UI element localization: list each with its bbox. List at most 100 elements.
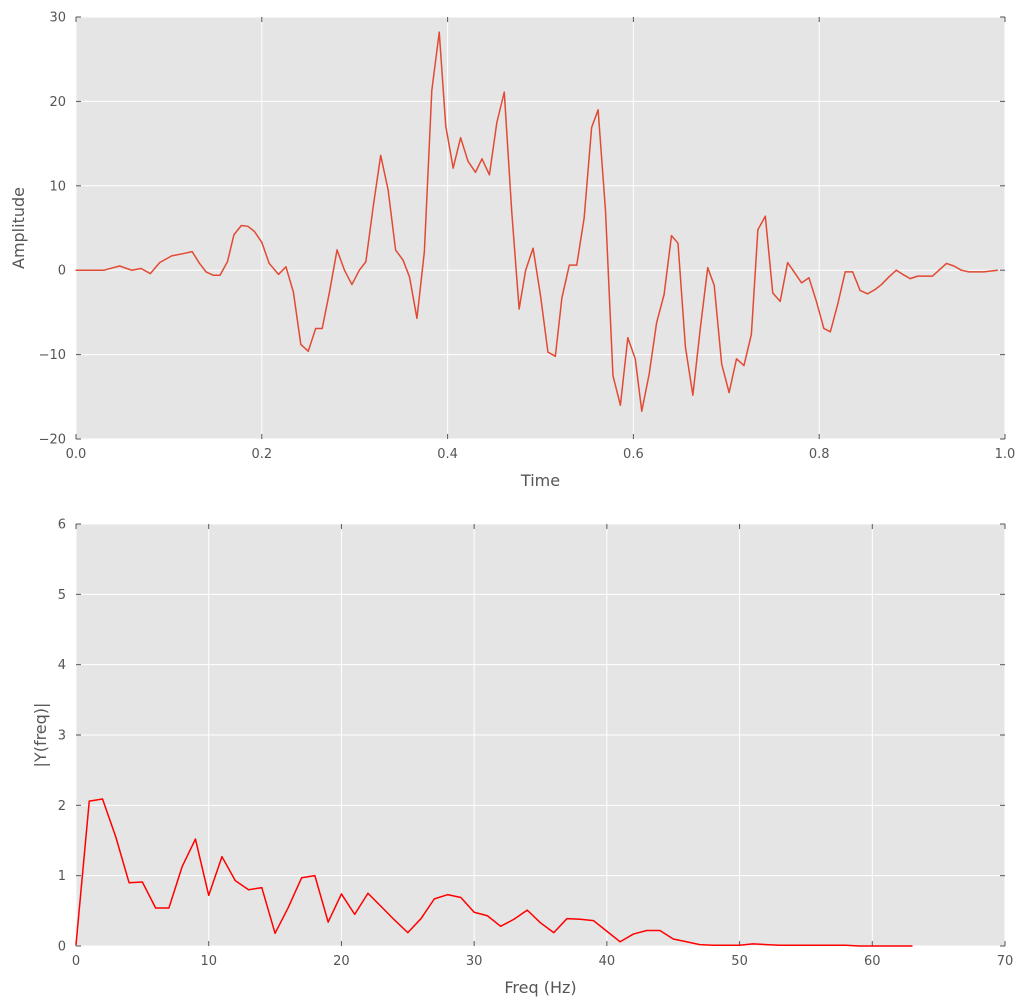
data-point	[772, 292, 774, 294]
data-point	[240, 224, 242, 227]
data-point	[553, 932, 555, 934]
data-point	[721, 363, 723, 365]
data-point	[805, 944, 807, 946]
data-point	[486, 915, 489, 917]
data-point	[205, 271, 207, 273]
data-point	[194, 838, 197, 840]
data-point	[911, 945, 913, 947]
data-point	[831, 944, 834, 946]
data-point	[300, 343, 302, 346]
data-point	[221, 856, 223, 858]
data-point	[677, 242, 679, 244]
data-point	[329, 290, 331, 292]
data-point	[632, 933, 635, 935]
data-point	[101, 798, 104, 800]
x-axis-label: Time	[520, 471, 560, 490]
data-point	[431, 89, 433, 92]
data-point	[402, 259, 404, 261]
data-point	[685, 941, 688, 943]
data-point	[713, 284, 715, 286]
data-point	[380, 154, 382, 157]
data-point	[692, 394, 694, 396]
x-tick-label: 50	[731, 954, 748, 969]
y-tick-label: 2	[58, 799, 66, 814]
data-point	[141, 881, 143, 883]
data-point	[423, 251, 425, 253]
data-point	[292, 291, 294, 293]
data-point	[526, 909, 528, 911]
data-point	[327, 921, 329, 923]
data-point	[191, 251, 193, 253]
x-tick-label: 0.6	[623, 447, 644, 462]
data-point	[592, 920, 595, 922]
data-point	[503, 91, 505, 93]
data-point	[287, 906, 289, 908]
y-tick-label: 5	[58, 588, 66, 603]
data-point	[606, 930, 608, 932]
data-point	[996, 269, 999, 271]
data-point	[884, 945, 887, 947]
data-point	[354, 913, 356, 915]
data-point	[88, 800, 90, 802]
data-point	[481, 158, 483, 160]
data-point	[844, 271, 846, 273]
data-point	[619, 941, 621, 943]
data-point	[247, 225, 249, 227]
data-point	[445, 125, 447, 127]
data-point	[656, 321, 658, 324]
data-point	[576, 264, 578, 266]
data-point	[757, 229, 759, 231]
data-point	[247, 889, 250, 891]
data-point	[261, 887, 263, 889]
data-point	[646, 929, 648, 932]
y-tick-label: −20	[39, 433, 66, 448]
data-point	[778, 944, 780, 946]
data-point	[939, 268, 941, 270]
data-point	[219, 274, 221, 276]
y-tick-label: 1	[58, 869, 66, 884]
x-tick-label: 70	[997, 954, 1014, 969]
data-point	[420, 917, 422, 920]
data-point	[765, 943, 767, 946]
data-point	[75, 269, 77, 271]
data-point	[372, 205, 374, 207]
data-point	[500, 925, 502, 927]
data-point	[155, 907, 157, 909]
data-point	[547, 351, 549, 353]
data-point	[866, 293, 869, 295]
data-point	[525, 269, 527, 271]
data-point	[103, 269, 105, 271]
data-point	[815, 300, 818, 303]
data-point	[340, 893, 343, 895]
data-point	[184, 252, 186, 254]
y-tick-label: 6	[58, 518, 66, 533]
x-tick-label: 0.0	[66, 447, 87, 462]
data-point	[931, 275, 934, 277]
x-tick-label: 40	[599, 954, 616, 969]
data-point	[627, 337, 629, 339]
data-point	[659, 929, 661, 932]
y-tick-label: 20	[49, 95, 66, 110]
data-point	[149, 272, 151, 275]
data-point	[800, 282, 803, 284]
data-point	[226, 261, 229, 263]
data-point	[604, 210, 607, 212]
data-point	[343, 269, 346, 271]
data-point	[888, 276, 890, 278]
data-point	[845, 944, 847, 946]
data-point	[460, 137, 462, 139]
data-point	[874, 289, 876, 291]
data-point	[496, 121, 498, 124]
y-tick-label: 4	[58, 658, 66, 673]
data-point	[764, 215, 766, 217]
series-line	[75, 798, 913, 947]
data-point	[837, 303, 839, 305]
data-point	[707, 267, 709, 269]
data-point	[452, 167, 454, 169]
data-point	[670, 235, 673, 237]
data-point	[712, 944, 714, 946]
data-point	[597, 109, 599, 111]
data-point	[699, 943, 701, 946]
data-point	[488, 174, 491, 176]
data-point	[234, 879, 236, 882]
